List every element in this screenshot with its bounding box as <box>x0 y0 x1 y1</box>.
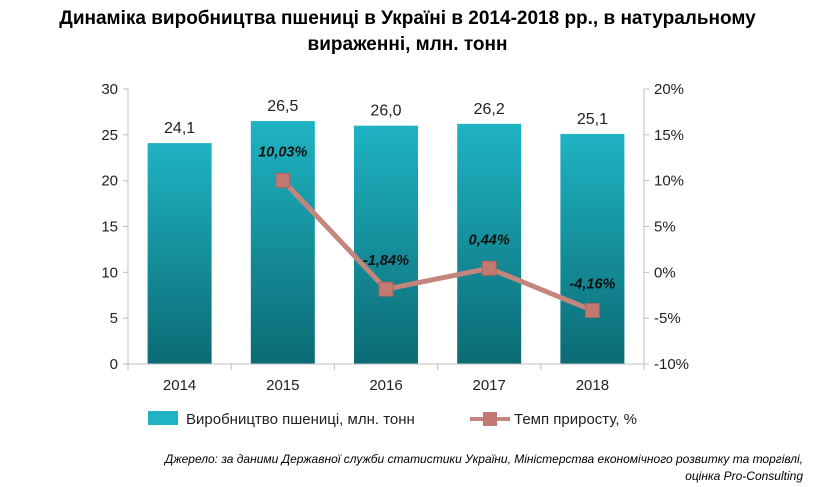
left-tick-label: 0 <box>110 356 118 373</box>
growth-marker-2016 <box>378 281 394 297</box>
x-tick-label: 2018 <box>576 377 609 394</box>
source-line-2: оцінка Pro-Consulting <box>685 469 803 483</box>
x-tick-label: 2016 <box>369 377 402 394</box>
legend-bar-label: Виробництво пшениці, млн. тонн <box>186 411 415 428</box>
bar-value-label: 26,5 <box>267 98 298 115</box>
legend: Виробництво пшениці, млн. тонн Темп приро… <box>148 411 637 428</box>
right-tick-label: -10% <box>654 356 689 373</box>
bar-value-label: 24,1 <box>164 120 195 137</box>
axes: 0 5 10 15 20 25 30 -10% -5% 0% 5% 10% 15% 20% 2014 2015… <box>101 81 689 394</box>
growth-line-series <box>275 172 600 318</box>
right-tick-label: 0% <box>654 264 676 281</box>
left-tick-label: 20 <box>101 173 118 190</box>
legend-line-marker <box>483 412 497 426</box>
growth-value-label: 10,03% <box>258 144 307 160</box>
growth-value-label: 0,44% <box>469 232 510 248</box>
bar-value-label: 25,1 <box>577 111 608 128</box>
growth-value-label: -1,84% <box>363 253 409 269</box>
growth-marker-2017 <box>481 260 497 276</box>
growth-value-label: -4,16% <box>569 276 615 292</box>
right-tick-label: 10% <box>654 173 684 190</box>
growth-marker-2018 <box>584 302 600 318</box>
left-tick-label: 25 <box>101 127 118 144</box>
bar-value-label: 26,0 <box>370 103 401 120</box>
title-line-2: вираженні, млн. тонн <box>307 34 508 55</box>
x-tick-label: 2017 <box>473 377 506 394</box>
right-tick-label: 20% <box>654 81 684 98</box>
legend-line-label: Темп приросту, % <box>514 411 637 428</box>
source-line-1: Джерело: за даними Державної служби стат… <box>164 452 803 466</box>
combo-chart: 0 5 10 15 20 25 30 -10% -5% 0% 5% 10% 15% 20% 2014 2015… <box>101 81 689 428</box>
source-note: Джерело: за даними Державної служби стат… <box>13 451 803 485</box>
legend-bar-swatch <box>148 411 178 425</box>
right-tick-label: 5% <box>654 219 676 236</box>
bar-2016 <box>354 125 418 365</box>
bar-2015 <box>250 121 315 364</box>
left-tick-label: 5 <box>110 310 118 327</box>
bar-2017 <box>457 123 522 364</box>
bar-series <box>147 121 625 365</box>
data-labels: 24,1 26,5 26,0 26,2 25,1 10,03% -1,84% 0,44% -4,… <box>164 98 615 292</box>
growth-marker-2015 <box>275 172 291 188</box>
left-tick-label: 10 <box>101 264 118 281</box>
chart-title: Динаміка виробництва пшениці в Україні в… <box>0 6 815 58</box>
title-line-1: Динаміка виробництва пшениці в Україні в… <box>59 8 756 29</box>
bar-2018 <box>560 133 625 364</box>
right-tick-label: 15% <box>654 127 684 144</box>
right-tick-label: -5% <box>654 310 681 327</box>
bar-value-label: 26,2 <box>474 101 505 118</box>
x-tick-label: 2015 <box>266 377 299 394</box>
bar-2014 <box>147 143 212 364</box>
x-tick-label: 2014 <box>163 377 196 394</box>
growth-line <box>280 178 594 313</box>
left-tick-label: 30 <box>101 81 118 98</box>
left-tick-label: 15 <box>101 219 118 236</box>
